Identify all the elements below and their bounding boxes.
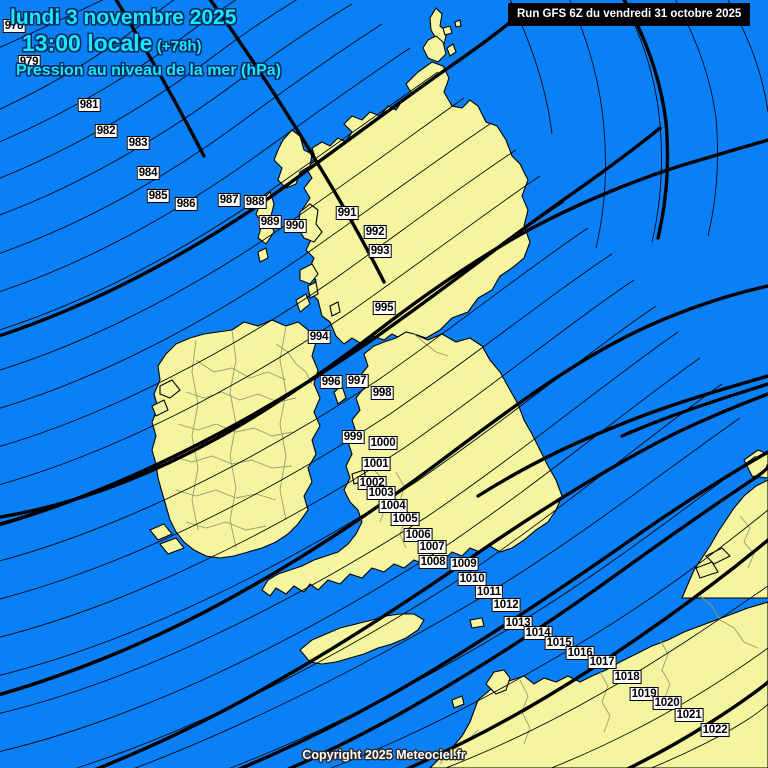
isobar-label-999: 999 <box>341 430 365 444</box>
isobar-label-1020: 1020 <box>652 696 682 710</box>
land-zeeland-b <box>695 561 719 579</box>
isobar-label-1014: 1014 <box>523 626 553 640</box>
isobar-label-1012: 1012 <box>491 598 521 612</box>
isobar-label-1021: 1021 <box>674 708 704 722</box>
land-channel-islands <box>451 695 465 709</box>
land-isle-of-wight <box>469 617 485 629</box>
land-orkney <box>422 35 447 63</box>
isobar-label-1008: 1008 <box>418 555 448 569</box>
isobar-label-1019: 1019 <box>629 687 659 701</box>
isobar-label-1017: 1017 <box>587 655 617 669</box>
isobar-label-1005: 1005 <box>390 512 420 526</box>
land-ireland <box>151 319 321 559</box>
isobar-label-994: 994 <box>307 330 331 344</box>
land-dingle <box>149 523 173 541</box>
isobar-label-1010: 1010 <box>457 572 487 586</box>
isobar-label-993: 993 <box>368 244 392 258</box>
isobar-label-996: 996 <box>319 375 343 389</box>
isobar-label-1007: 1007 <box>417 540 447 554</box>
isobar-label-1011: 1011 <box>474 585 504 599</box>
isobar-label-987: 987 <box>217 193 241 207</box>
isobar-label-983: 983 <box>126 136 150 150</box>
land-mull <box>299 263 319 285</box>
isobar-990 <box>0 126 662 527</box>
isobar-ne-b <box>476 374 768 498</box>
isobar-label-978: 978 <box>2 19 26 33</box>
land-ireland-nw <box>159 379 181 399</box>
isobar-label-982: 982 <box>94 124 118 138</box>
isobar-985 <box>0 12 522 338</box>
isobar-label-995: 995 <box>372 301 396 315</box>
isobar-995 <box>0 138 768 519</box>
isobar-975 <box>114 0 206 158</box>
isobar-label-981: 981 <box>77 98 101 112</box>
isobar-label-1004: 1004 <box>378 499 408 513</box>
isobar-label-1001: 1001 <box>361 457 391 471</box>
isobar-1005 <box>94 392 768 768</box>
isobar-label-991: 991 <box>335 206 359 220</box>
isobar-label-998: 998 <box>370 386 394 400</box>
isobar-label-989: 989 <box>258 215 282 229</box>
isobar-label-1009: 1009 <box>449 557 479 571</box>
isobar-label-1018: 1018 <box>612 670 642 684</box>
isobar-label-986: 986 <box>174 197 198 211</box>
land-arran <box>329 301 341 317</box>
isobar-label-988: 988 <box>243 195 267 209</box>
land-kerry <box>159 537 185 555</box>
isobar-label-985: 985 <box>146 189 170 203</box>
isobar-980 <box>208 0 386 284</box>
land-jura <box>307 281 319 299</box>
isobar-label-979: 979 <box>17 55 41 69</box>
isobar-label-997: 997 <box>345 374 369 388</box>
isobar-label-990: 990 <box>283 219 307 233</box>
isobar-label-984: 984 <box>136 166 160 180</box>
land-cotentin <box>485 669 511 695</box>
land-orkney-n <box>442 25 453 36</box>
isobar-label-992: 992 <box>363 225 387 239</box>
isobar-label-1000: 1000 <box>368 436 398 450</box>
isobar-1020b <box>625 680 768 768</box>
isobar-label-1016: 1016 <box>565 646 595 660</box>
model-run-banner: Run GFS 6Z du vendredi 31 octobre 2025 <box>508 3 751 26</box>
isobar-1020 <box>286 464 768 768</box>
land-islay <box>295 293 311 313</box>
land-cornwall <box>299 613 425 665</box>
land-fair-isle <box>454 19 462 28</box>
land-barra <box>257 247 269 263</box>
land-shetland-s <box>446 43 457 57</box>
isobar-1010 <box>237 450 768 768</box>
administrative-borders <box>171 325 759 765</box>
isobar-1000 <box>0 284 768 697</box>
land-achill <box>151 399 169 417</box>
isobar-label-1003: 1003 <box>366 486 396 500</box>
land-france <box>429 601 768 768</box>
isobar-label-1022: 1022 <box>700 723 730 737</box>
copyright-notice: Copyright 2025 Meteociel.fr <box>302 748 466 762</box>
